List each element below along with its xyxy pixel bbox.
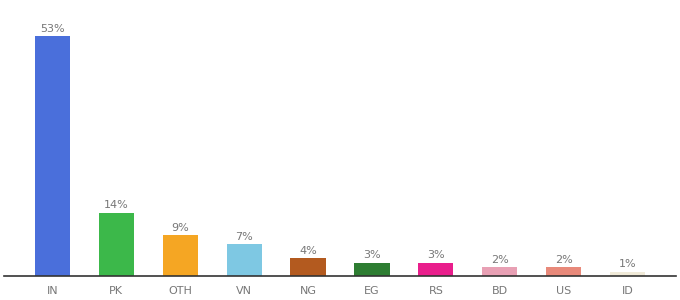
Text: 3%: 3% — [427, 250, 445, 260]
Bar — [546, 267, 581, 276]
Text: 3%: 3% — [363, 250, 381, 260]
Text: 4%: 4% — [299, 246, 317, 256]
Bar — [99, 213, 134, 276]
Bar — [163, 235, 198, 276]
Text: 7%: 7% — [235, 232, 253, 242]
Bar — [35, 36, 70, 276]
Bar — [610, 272, 645, 276]
Text: 1%: 1% — [619, 259, 636, 269]
Bar — [482, 267, 517, 276]
Text: 53%: 53% — [40, 24, 65, 34]
Text: 2%: 2% — [491, 255, 509, 265]
Bar — [290, 258, 326, 276]
Text: 14%: 14% — [104, 200, 129, 210]
Bar — [226, 244, 262, 276]
Bar — [354, 262, 390, 276]
Bar — [418, 262, 454, 276]
Text: 9%: 9% — [171, 223, 189, 233]
Text: 2%: 2% — [555, 255, 573, 265]
